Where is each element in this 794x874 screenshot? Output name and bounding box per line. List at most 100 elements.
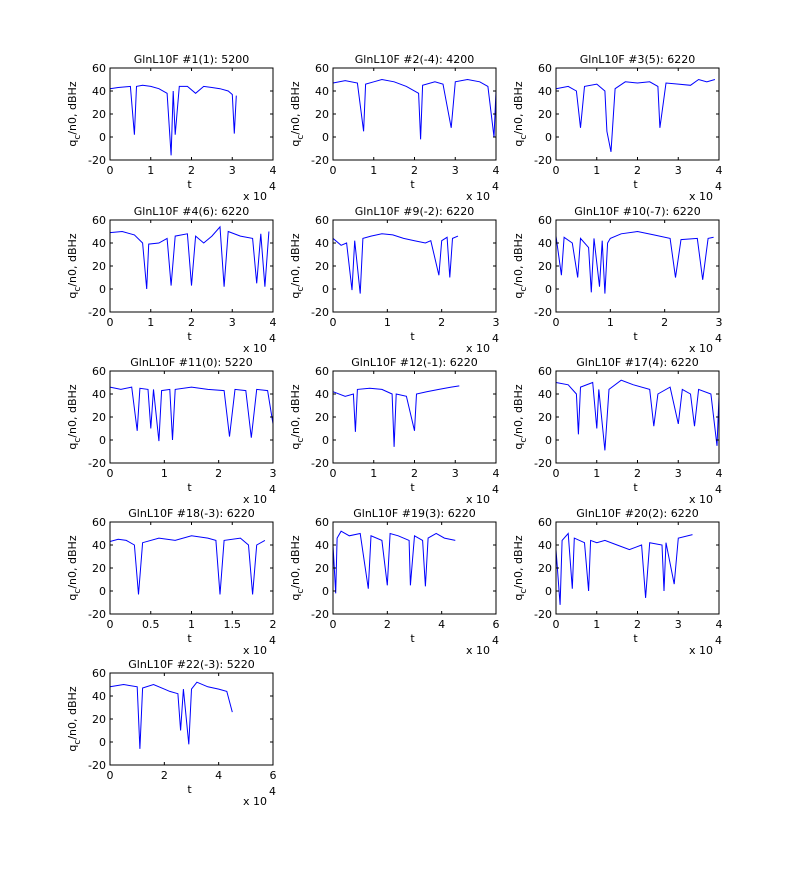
- y-tick-label: 20: [315, 562, 329, 575]
- x-tick-label: 2: [634, 467, 641, 480]
- x-tick-label: 0: [107, 618, 114, 631]
- x-exponent-power: 4: [715, 634, 722, 647]
- y-axis-label: qc/n0, dBHz: [512, 535, 529, 600]
- series-line: [109, 225, 270, 290]
- subplot-title: GlnL10F #11(0): 5220: [130, 356, 253, 369]
- x-exponent-base: x 10: [466, 190, 490, 203]
- series-line: [555, 379, 720, 451]
- x-tick-label: 0: [553, 316, 560, 329]
- y-axis-label-part: q: [66, 745, 79, 752]
- x-tick-label: 1: [147, 316, 154, 329]
- x-tick-label: 4: [215, 769, 222, 782]
- y-axis-label: qc/n0, dBHz: [66, 233, 83, 298]
- axes-frame: [332, 370, 497, 464]
- y-axis-label-part: c: [296, 589, 306, 594]
- y-tick-label: 40: [92, 388, 106, 401]
- y-axis-label-part: /n0, dBHz: [66, 81, 79, 134]
- y-tick-label: 0: [99, 585, 106, 598]
- y-axis-label: qc/n0, dBHz: [512, 233, 529, 298]
- x-exponent-label: x 104: [466, 332, 499, 355]
- x-exponent-base: x 10: [243, 342, 267, 355]
- subplot-title: GlnL10F #2(-4): 4200: [355, 53, 474, 66]
- subplot-title: GlnL10F #9(-2): 6220: [355, 205, 474, 218]
- y-tick-label: -20: [311, 608, 329, 621]
- x-exponent-label: x 104: [243, 180, 276, 203]
- y-axis-label: qc/n0, dBHz: [289, 535, 306, 600]
- x-exponent-base: x 10: [466, 644, 490, 657]
- x-tick-label: 4: [716, 164, 723, 177]
- y-tick-label: 0: [545, 283, 552, 296]
- y-tick-label: -20: [534, 457, 552, 470]
- y-tick-label: 40: [315, 388, 329, 401]
- x-exponent-label: x 104: [243, 634, 276, 657]
- y-tick-label: 40: [92, 237, 106, 250]
- y-axis-label-part: /n0, dBHz: [66, 686, 79, 739]
- x-exponent-power: 4: [269, 634, 276, 647]
- y-tick-label: 20: [538, 411, 552, 424]
- y-tick-label: 20: [538, 260, 552, 273]
- y-tick-label: 20: [315, 260, 329, 273]
- x-exponent-power: 4: [492, 483, 499, 496]
- x-exponent-label: x 104: [466, 483, 499, 506]
- y-tick-label: 40: [315, 85, 329, 98]
- y-tick-label: 20: [92, 108, 106, 121]
- y-tick-label: 0: [322, 131, 329, 144]
- x-tick-label: 6: [493, 618, 500, 631]
- x-exponent-label: x 104: [689, 332, 722, 355]
- x-axis-label: t: [633, 632, 638, 645]
- x-exponent-label: x 104: [243, 483, 276, 506]
- x-tick-label: 3: [452, 467, 459, 480]
- subplot-title: GlnL10F #10(-7): 6220: [574, 205, 700, 218]
- y-axis-label-part: q: [512, 443, 525, 450]
- y-tick-label: 0: [545, 585, 552, 598]
- x-tick-label: 3: [452, 164, 459, 177]
- subplot-title: GlnL10F #4(6): 6220: [134, 205, 250, 218]
- y-tick-label: 20: [92, 411, 106, 424]
- subplot-title: GlnL10F #22(-3): 5220: [128, 658, 254, 671]
- y-axis-label-part: /n0, dBHz: [512, 384, 525, 437]
- y-tick-label: 60: [315, 214, 329, 227]
- y-axis-label-part: q: [289, 594, 302, 601]
- x-exponent-power: 4: [492, 180, 499, 193]
- x-axis-label: t: [633, 330, 638, 343]
- series-line: [332, 385, 460, 447]
- y-tick-label: 20: [315, 108, 329, 121]
- y-tick-label: 60: [92, 62, 106, 75]
- x-exponent-label: x 104: [466, 180, 499, 203]
- y-axis-label-part: c: [296, 438, 306, 443]
- x-exponent-power: 4: [269, 785, 276, 798]
- y-axis-label-part: c: [519, 135, 529, 140]
- series-line: [555, 78, 716, 152]
- axes-frame: [555, 219, 720, 313]
- y-axis-label-part: q: [289, 292, 302, 299]
- x-axis-label: t: [187, 330, 192, 343]
- x-tick-label: 3: [229, 316, 236, 329]
- y-axis-label: qc/n0, dBHz: [289, 384, 306, 449]
- x-exponent-power: 4: [269, 180, 276, 193]
- y-tick-label: 40: [538, 85, 552, 98]
- y-tick-label: 60: [315, 62, 329, 75]
- y-axis-label: qc/n0, dBHz: [66, 535, 83, 600]
- subplot-title: GlnL10F #12(-1): 6220: [351, 356, 477, 369]
- x-exponent-base: x 10: [243, 190, 267, 203]
- y-axis-label-part: c: [73, 438, 83, 443]
- y-tick-label: 0: [322, 434, 329, 447]
- y-tick-label: -20: [311, 306, 329, 319]
- x-tick-label: 0: [553, 618, 560, 631]
- x-tick-label: 1: [593, 467, 600, 480]
- x-tick-label: 0: [107, 316, 114, 329]
- y-tick-label: -20: [311, 457, 329, 470]
- x-exponent-base: x 10: [243, 493, 267, 506]
- subplot-title: GlnL10F #1(1): 5200: [134, 53, 250, 66]
- x-tick-label: 2: [188, 316, 195, 329]
- x-tick-label: 0: [330, 316, 337, 329]
- y-tick-label: 40: [538, 388, 552, 401]
- y-tick-label: 20: [92, 713, 106, 726]
- y-tick-label: 60: [92, 667, 106, 680]
